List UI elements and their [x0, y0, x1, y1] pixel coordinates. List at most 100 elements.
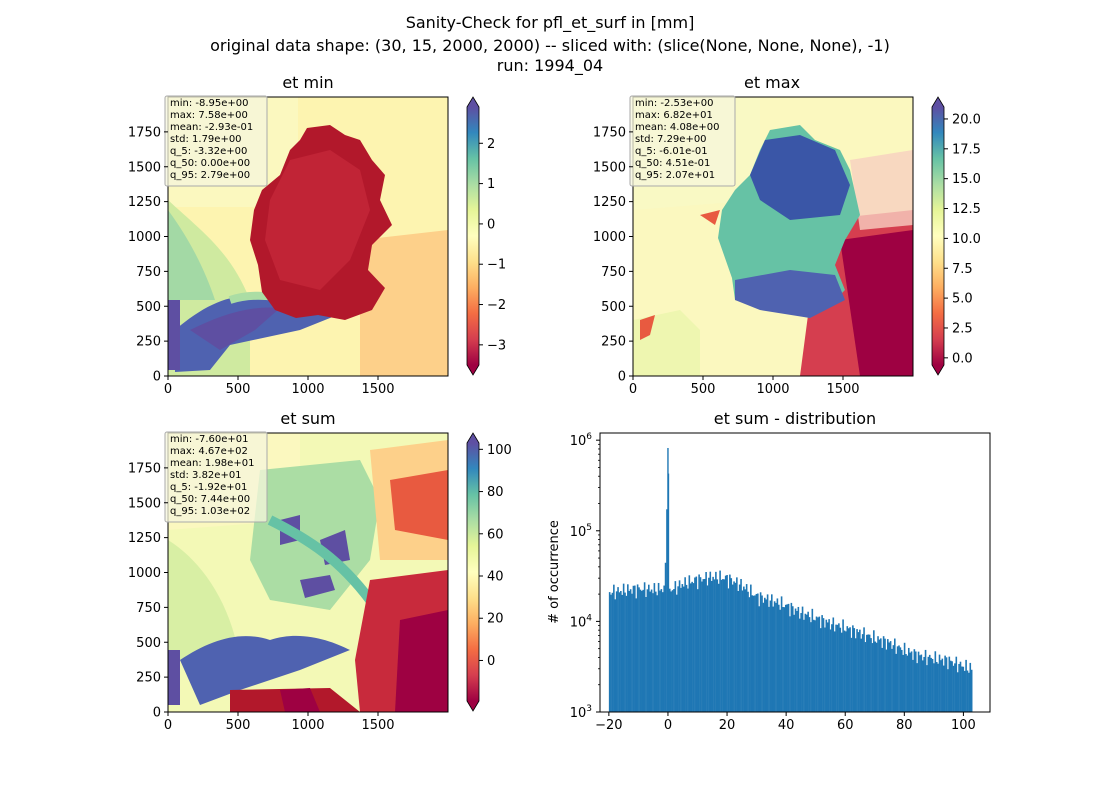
colorbar-tick-label: 20: [487, 612, 504, 627]
stat-line: q_50: 0.00e+00: [170, 158, 250, 169]
histogram-bar: [627, 584, 629, 712]
colorbar-ticks: 100 80 60 40 20 0: [479, 443, 512, 669]
histogram-bar: [954, 663, 956, 712]
histogram-bar: [654, 591, 657, 712]
histogram-bar: [941, 658, 944, 712]
colorbar: 2 1 0 −1 −2 −3: [466, 96, 506, 376]
histogram-bar: [762, 602, 765, 712]
histogram-bar: [709, 571, 712, 712]
histogram-bar: [839, 627, 842, 712]
histogram-bar: [681, 584, 684, 712]
histogram-bar: [650, 589, 653, 712]
histogram-bar: [673, 589, 675, 712]
histogram-bar: [634, 585, 636, 712]
histogram-bar: [708, 577, 710, 712]
colorbar-tick-label: 60: [487, 527, 504, 542]
histogram-bar: [945, 657, 948, 712]
histogram-bar: [808, 617, 811, 712]
panel-title: et sum: [280, 409, 335, 428]
histogram-bar: [646, 589, 649, 712]
colorbar-tick-label: 0: [487, 654, 495, 669]
histogram-bar: [896, 646, 899, 712]
histogram-bar: [824, 627, 826, 712]
colorbar-tick-label: 1: [487, 177, 495, 192]
histogram-bar: [610, 594, 612, 712]
histogram-bar: [804, 613, 807, 712]
y-tick-label: 500: [601, 300, 626, 315]
panel-title: et max: [744, 73, 800, 92]
histogram-bar: [938, 654, 941, 712]
histogram-bar: [927, 656, 930, 712]
histogram-bar: [888, 642, 891, 712]
histogram-bar: [962, 666, 965, 712]
y-tick-label: 1750: [593, 125, 626, 140]
histogram-bar: [852, 625, 854, 712]
histogram-bar: [867, 634, 870, 712]
histogram-bar: [866, 634, 868, 712]
histogram-bar: [961, 666, 963, 712]
stat-line: q_5: -3.32e+00: [170, 146, 247, 157]
histogram-bar: [811, 608, 814, 712]
stat-line: q_5: -1.92e+01: [170, 482, 247, 493]
histogram-bar: [782, 607, 784, 712]
colorbar-ticks: 20.0 17.5 15.0 12.5 10.0 7.5 5.0 2.5 0.0: [944, 112, 981, 366]
histogram-bar: [807, 611, 809, 712]
histogram-bar: [722, 579, 724, 712]
histogram-bar: [899, 647, 902, 712]
colorbar-tick-label: −1: [487, 258, 506, 273]
histogram-bar: [832, 617, 835, 712]
histogram-bar: [743, 586, 745, 712]
histogram-bar: [754, 595, 756, 712]
stat-line: mean: -2.93e-01: [170, 122, 253, 133]
histogram-bar: [758, 606, 761, 712]
histogram-bar: [814, 620, 816, 712]
y-tick-label: 1250: [128, 195, 161, 210]
histogram-bar: [784, 604, 787, 712]
stat-line: q_95: 2.07e+01: [635, 170, 715, 181]
histogram-bar: [871, 643, 874, 712]
x-tick-label: 0: [164, 718, 172, 733]
histogram-bar: [710, 580, 713, 712]
histogram-bar: [793, 614, 795, 712]
histogram-bar: [829, 629, 832, 712]
histogram-bar: [692, 583, 695, 712]
y-tick-label: 500: [136, 636, 161, 651]
x-tick-label: 80: [896, 718, 913, 733]
histogram-bar: [678, 580, 681, 712]
histogram-bar: [629, 589, 632, 712]
histogram-bar: [864, 642, 867, 712]
histogram-bar: [812, 619, 815, 712]
stat-line: q_50: 7.44e+00: [170, 494, 250, 505]
histogram-bar: [949, 660, 952, 712]
x-tick-label: 60: [837, 718, 854, 733]
histogram-bar: [878, 639, 881, 712]
histogram-bar: [713, 579, 716, 712]
histogram-bar: [822, 618, 825, 712]
histogram-bar: [645, 596, 647, 712]
histogram-bar: [703, 578, 706, 712]
histogram-bar: [842, 619, 844, 712]
histogram-bar: [895, 653, 897, 712]
colorbar-tick-label: 5.0: [952, 292, 973, 307]
histogram-bar: [670, 591, 672, 712]
colorbar-tick-label: 2: [487, 137, 495, 152]
histogram-bar: [706, 585, 709, 712]
histogram-bar: [884, 638, 886, 712]
histogram-bar: [726, 575, 728, 712]
stat-line: max: 7.58e+00: [170, 110, 248, 121]
histogram-bar: [902, 654, 904, 712]
histogram-bar: [719, 570, 721, 712]
histogram-bar: [745, 584, 748, 712]
histogram-bar: [849, 627, 851, 712]
histogram-bar: [664, 562, 667, 712]
histogram-bar: [838, 623, 840, 712]
histogram-bar: [947, 669, 949, 712]
histogram-bar: [772, 606, 774, 712]
histogram-bar: [668, 588, 671, 712]
histogram-bar: [747, 591, 749, 712]
histogram-bar: [611, 592, 614, 712]
histogram-bar: [875, 642, 878, 712]
colorbar-tick-label: 12.5: [952, 202, 981, 217]
histogram-bar: [779, 609, 781, 712]
